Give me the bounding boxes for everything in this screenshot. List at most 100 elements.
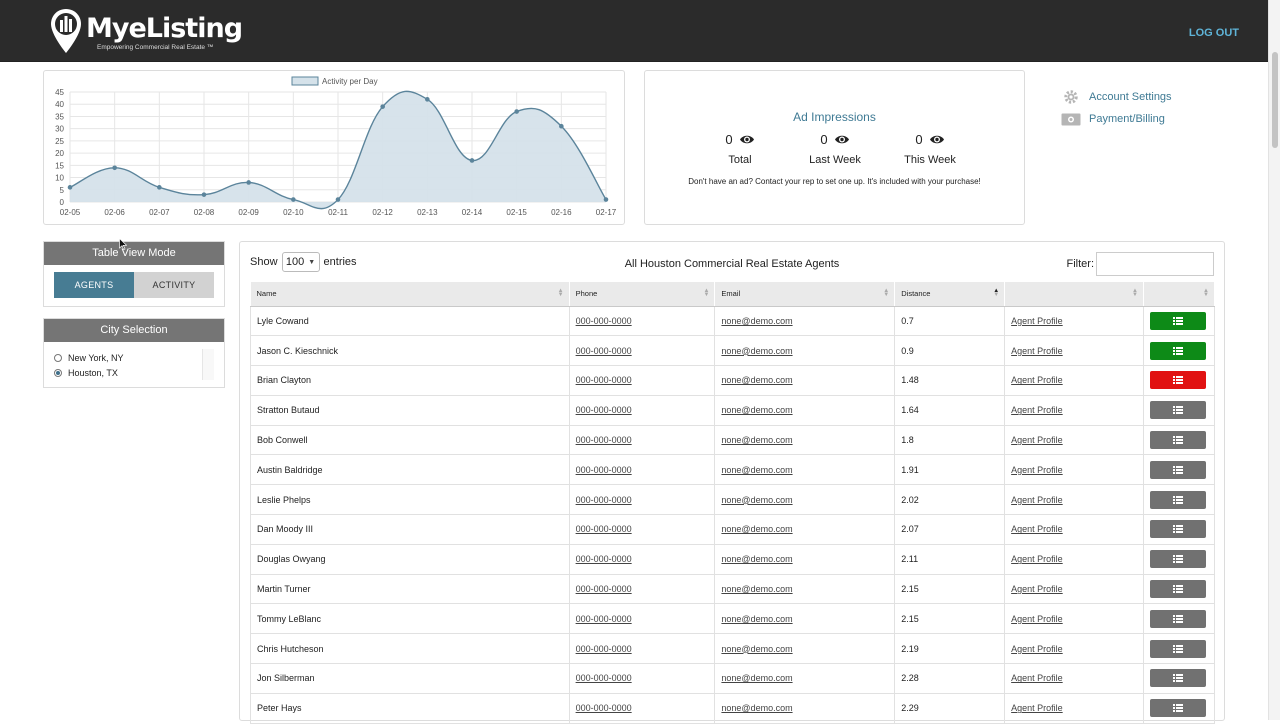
agent-name-cell: Jason C. Kieschnick — [250, 335, 570, 367]
phone-link[interactable]: 000-000-0000 — [575, 584, 632, 595]
agent-profile-link[interactable]: Agent Profile — [1011, 315, 1063, 326]
agent-list-button-green[interactable] — [1149, 341, 1206, 360]
email-link[interactable]: none@demo.com — [721, 554, 793, 565]
agent-profile-link[interactable]: Agent Profile — [1011, 524, 1063, 535]
agent-list-button-gray[interactable] — [1149, 580, 1206, 599]
agent-profile-link[interactable]: Agent Profile — [1011, 435, 1063, 446]
agent-profile-link[interactable]: Agent Profile — [1011, 464, 1063, 475]
city-list-scrollbar[interactable] — [202, 349, 214, 380]
phone-link[interactable]: 000-000-0000 — [575, 703, 632, 714]
distance-cell: 2.11 — [901, 554, 919, 565]
email-link[interactable]: none@demo.com — [721, 405, 793, 416]
radio-button-checked[interactable] — [54, 368, 62, 377]
agents-mode-button[interactable]: AGENTS — [54, 272, 134, 298]
distance-cell: 2.11 — [894, 544, 1006, 575]
phone-link[interactable]: 000-000-0000 — [575, 464, 632, 475]
agent-list-button-gray[interactable] — [1149, 669, 1206, 688]
agent-profile-link[interactable]: Agent Profile — [1011, 554, 1063, 565]
column-header-phone[interactable]: Phone ▲ ▼ — [569, 282, 716, 307]
agent-list-button-gray[interactable] — [1149, 460, 1206, 479]
agent-profile-cell: Agent Profile — [1004, 603, 1144, 635]
email-link[interactable]: none@demo.com — [721, 613, 793, 624]
column-header-name[interactable]: Name ▲ ▼ — [250, 282, 570, 307]
brand-logo[interactable]: MyeListing Empowering Commercial Real Es… — [50, 8, 243, 54]
email-link[interactable]: none@demo.com — [721, 703, 793, 714]
column-header-actions[interactable]: ▲ ▼ — [1143, 282, 1216, 307]
payment-billing-link[interactable]: Payment/Billing — [1061, 108, 1172, 130]
email-link[interactable]: none@demo.com — [721, 643, 793, 654]
email-link[interactable]: none@demo.com — [721, 315, 793, 326]
email-link[interactable]: none@demo.com — [721, 375, 793, 386]
ad-impressions-card: Ad Impressions 0 Total 0 Last Week 0 Thi… — [644, 70, 1025, 225]
agent-list-button-gray[interactable] — [1149, 699, 1206, 718]
impressions-total: 0 Total — [695, 131, 785, 166]
agent-name-cell: Martin Turner — [257, 584, 311, 595]
distance-cell: 1.64 — [901, 405, 919, 416]
y-tick-label: 40 — [55, 100, 64, 109]
phone-link[interactable]: 000-000-0000 — [575, 345, 632, 356]
agent-profile-link[interactable]: Agent Profile — [1011, 673, 1063, 684]
filter-input[interactable] — [1096, 252, 1214, 276]
phone-link[interactable]: 000-000-0000 — [575, 524, 632, 535]
column-header-profile[interactable]: ▲ ▼ — [1004, 282, 1144, 307]
distance-cell: 2.07 — [894, 514, 1006, 545]
phone-link[interactable]: 000-000-0000 — [575, 494, 632, 505]
data-point — [291, 197, 296, 202]
phone-cell: 000-000-0000 — [569, 574, 716, 605]
action-cell — [1143, 544, 1216, 575]
agent-profile-link[interactable]: Agent Profile — [1011, 643, 1063, 654]
entries-select[interactable]: 100 ▼ — [281, 252, 320, 272]
agent-profile-link[interactable]: Agent Profile — [1011, 345, 1063, 356]
column-header-distance[interactable]: Distance ▲ ▼ — [894, 282, 1006, 307]
top-navbar: MyeListing Empowering Commercial Real Es… — [0, 0, 1268, 62]
phone-link[interactable]: 000-000-0000 — [575, 405, 632, 416]
agent-profile-link[interactable]: Agent Profile — [1011, 375, 1063, 386]
logout-link[interactable]: LOG OUT — [1188, 27, 1239, 39]
email-link[interactable]: none@demo.com — [721, 584, 793, 595]
agent-profile-link[interactable]: Agent Profile — [1011, 405, 1063, 416]
action-cell — [1143, 395, 1216, 426]
agent-name-cell: Lyle Cowand — [250, 306, 570, 337]
agent-list-button-gray[interactable] — [1149, 550, 1206, 569]
agent-list-button-green[interactable] — [1149, 311, 1206, 330]
account-settings-label: Account Settings — [1089, 91, 1172, 103]
column-header-email[interactable]: Email ▲ ▼ — [714, 282, 896, 307]
agent-profile-link[interactable]: Agent Profile — [1011, 613, 1063, 624]
agent-list-button-gray[interactable] — [1149, 639, 1206, 658]
email-link[interactable]: none@demo.com — [721, 494, 793, 505]
email-link[interactable]: none@demo.com — [721, 673, 793, 684]
phone-link[interactable]: 000-000-0000 — [575, 375, 632, 386]
phone-link[interactable]: 000-000-0000 — [575, 613, 632, 624]
phone-link[interactable]: 000-000-0000 — [575, 673, 632, 684]
agent-profile-link[interactable]: Agent Profile — [1011, 703, 1063, 714]
radio-button[interactable] — [54, 353, 62, 362]
agent-list-button-gray[interactable] — [1149, 609, 1206, 628]
impressions-last-week-label: Last Week — [809, 154, 861, 166]
city-option-new-york[interactable]: New York, NY — [54, 350, 124, 365]
agent-list-button-gray[interactable] — [1149, 401, 1206, 420]
impressions-this-week: 0 This Week — [885, 131, 975, 166]
agent-profile-link[interactable]: Agent Profile — [1011, 494, 1063, 505]
phone-link[interactable]: 000-000-0000 — [575, 643, 632, 654]
agent-profile-link[interactable]: Agent Profile — [1011, 584, 1063, 595]
account-settings-link[interactable]: Account Settings — [1061, 86, 1172, 108]
page-scrollbar[interactable] — [1268, 0, 1280, 720]
email-link[interactable]: none@demo.com — [721, 464, 793, 475]
agent-profile-cell: Agent Profile — [1004, 514, 1144, 545]
email-link[interactable]: none@demo.com — [721, 524, 793, 535]
scrollbar-thumb[interactable] — [1272, 52, 1278, 148]
email-link[interactable]: none@demo.com — [721, 435, 793, 446]
agent-list-button-gray[interactable] — [1149, 490, 1206, 509]
phone-link[interactable]: 000-000-0000 — [575, 435, 632, 446]
email-link[interactable]: none@demo.com — [721, 345, 793, 356]
agent-list-button-red[interactable] — [1149, 371, 1206, 390]
table-row: Brian Clayton 000-000-0000 none@demo.com 1.… — [250, 365, 1216, 396]
distance-cell: 2.29 — [901, 703, 919, 714]
phone-link[interactable]: 000-000-0000 — [575, 554, 632, 565]
activity-mode-button[interactable]: ACTIVITY — [134, 272, 214, 298]
phone-link[interactable]: 000-000-0000 — [575, 315, 632, 326]
city-option-houston[interactable]: Houston, TX — [54, 365, 124, 380]
agent-list-button-gray[interactable] — [1149, 520, 1206, 539]
agent-list-button-gray[interactable] — [1149, 431, 1206, 450]
table-row: Martin Turner 000-000-0000 none@demo.com 2.… — [250, 574, 1216, 605]
